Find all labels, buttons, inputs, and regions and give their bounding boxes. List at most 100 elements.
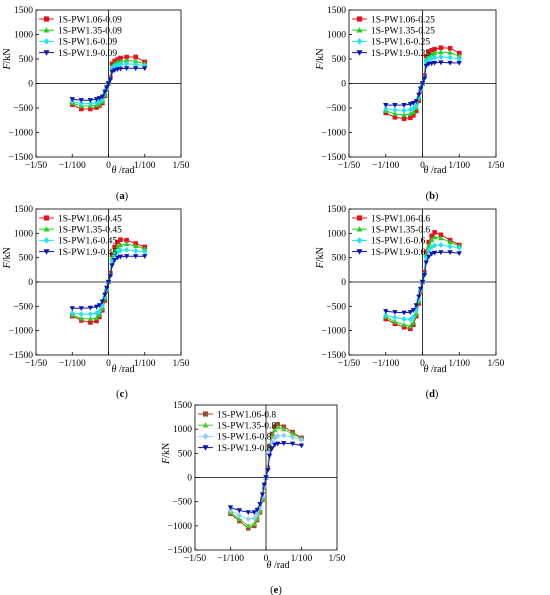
legend-marker (43, 38, 50, 45)
data-point (408, 326, 413, 332)
data-point (431, 60, 438, 66)
data-point (236, 508, 243, 514)
x-axis-label: θ /rad (424, 165, 447, 176)
data-point (124, 60, 130, 67)
y-tick-label: 0 (28, 278, 33, 288)
data-point (429, 55, 435, 62)
data-point (432, 46, 437, 52)
data-point (266, 453, 273, 459)
data-point (133, 247, 139, 254)
data-point (407, 316, 413, 323)
legend-marker (356, 50, 363, 56)
x-axis-unit: /rad (428, 364, 446, 375)
y-tick-label: 500 (19, 55, 34, 65)
data-point (275, 432, 281, 439)
data-point (123, 66, 130, 72)
legend-entry: 1S-PW1.06-0.25 (371, 15, 435, 25)
data-point (289, 431, 296, 437)
y-tick-label: 1000 (14, 229, 33, 239)
data-point (447, 54, 453, 61)
data-point (79, 106, 84, 112)
data-point (112, 244, 117, 250)
data-point (298, 436, 305, 443)
legend-marker (202, 422, 209, 428)
panel-label: (b) (426, 191, 439, 202)
data-point (407, 310, 414, 315)
data-point (78, 311, 84, 318)
y-tick-label: 1000 (327, 229, 346, 239)
legend-marker (43, 27, 50, 33)
data-point (456, 56, 462, 62)
y-tick-label: −500 (13, 104, 33, 114)
y-tick-label: 0 (341, 278, 346, 288)
data-point (133, 54, 138, 60)
legend-marker (202, 411, 209, 417)
data-point (392, 115, 398, 120)
data-point (416, 294, 422, 300)
data-point (117, 61, 123, 68)
data-point (432, 242, 438, 249)
data-point (87, 316, 94, 322)
x-axis-label: θ /rad (267, 560, 290, 571)
data-point (410, 308, 416, 313)
data-point (416, 92, 422, 98)
legend-entry: 1S-PW1.06-0.45 (58, 214, 122, 224)
data-point (87, 98, 94, 103)
data-point (118, 55, 123, 61)
y-tick-label: 1500 (327, 205, 346, 215)
data-point (407, 111, 414, 116)
data-point (456, 53, 462, 59)
data-point (104, 85, 110, 91)
data-point (114, 244, 121, 250)
data-point (401, 315, 407, 322)
legend-entry: 1S-PW1.06-0.6 (371, 214, 430, 224)
data-point (456, 50, 462, 56)
x-tick-label: 1/50 (329, 554, 346, 564)
data-point (272, 427, 278, 433)
data-point (245, 523, 251, 528)
panel-e: −1500 −1000 −500 0 500 1000 1500 −1/50 −1/100 0 1/… (161, 401, 346, 595)
x-axis-symbol: θ (112, 364, 117, 375)
data-point (69, 97, 75, 102)
x-tick-label: 1/50 (173, 161, 190, 171)
data-point (421, 76, 427, 82)
data-point (112, 58, 117, 64)
data-point (447, 45, 453, 51)
data-point (142, 246, 148, 251)
x-tick-label: −1/50 (184, 554, 206, 564)
data-point (96, 96, 103, 101)
data-point (133, 58, 139, 64)
legend-entry: 1S-PW1.9-0.09 (58, 49, 117, 59)
data-point (267, 448, 273, 455)
data-point (123, 254, 130, 259)
data-point (99, 96, 105, 103)
data-point (416, 296, 422, 303)
data-point (99, 299, 105, 305)
data-point (429, 243, 435, 250)
data-point (105, 81, 112, 87)
data-point (124, 54, 129, 60)
x-axis-label: θ /rad (112, 165, 135, 176)
data-point (257, 502, 263, 507)
x-tick-label: 0 (106, 161, 111, 171)
data-point (426, 247, 432, 254)
data-point (401, 324, 407, 330)
y-tick-label: 500 (332, 55, 347, 65)
y-axis-symbol: F (315, 261, 326, 269)
y-tick-label: −1500 (322, 351, 347, 361)
data-point (236, 516, 243, 522)
y-tick-label: −500 (172, 498, 192, 508)
data-point (117, 254, 124, 260)
y-axis-unit: /kN (161, 443, 172, 458)
data-point (429, 251, 435, 257)
data-point (426, 53, 432, 59)
y-axis-unit: /kN (315, 48, 326, 63)
x-axis-unit: /rad (116, 364, 134, 375)
data-point (94, 318, 99, 324)
data-point (254, 507, 260, 513)
data-point (281, 432, 287, 439)
x-axis-unit: /rad (271, 560, 289, 571)
legend-marker (356, 249, 363, 255)
data-point (383, 312, 389, 319)
x-tick-label: 0 (264, 554, 269, 564)
